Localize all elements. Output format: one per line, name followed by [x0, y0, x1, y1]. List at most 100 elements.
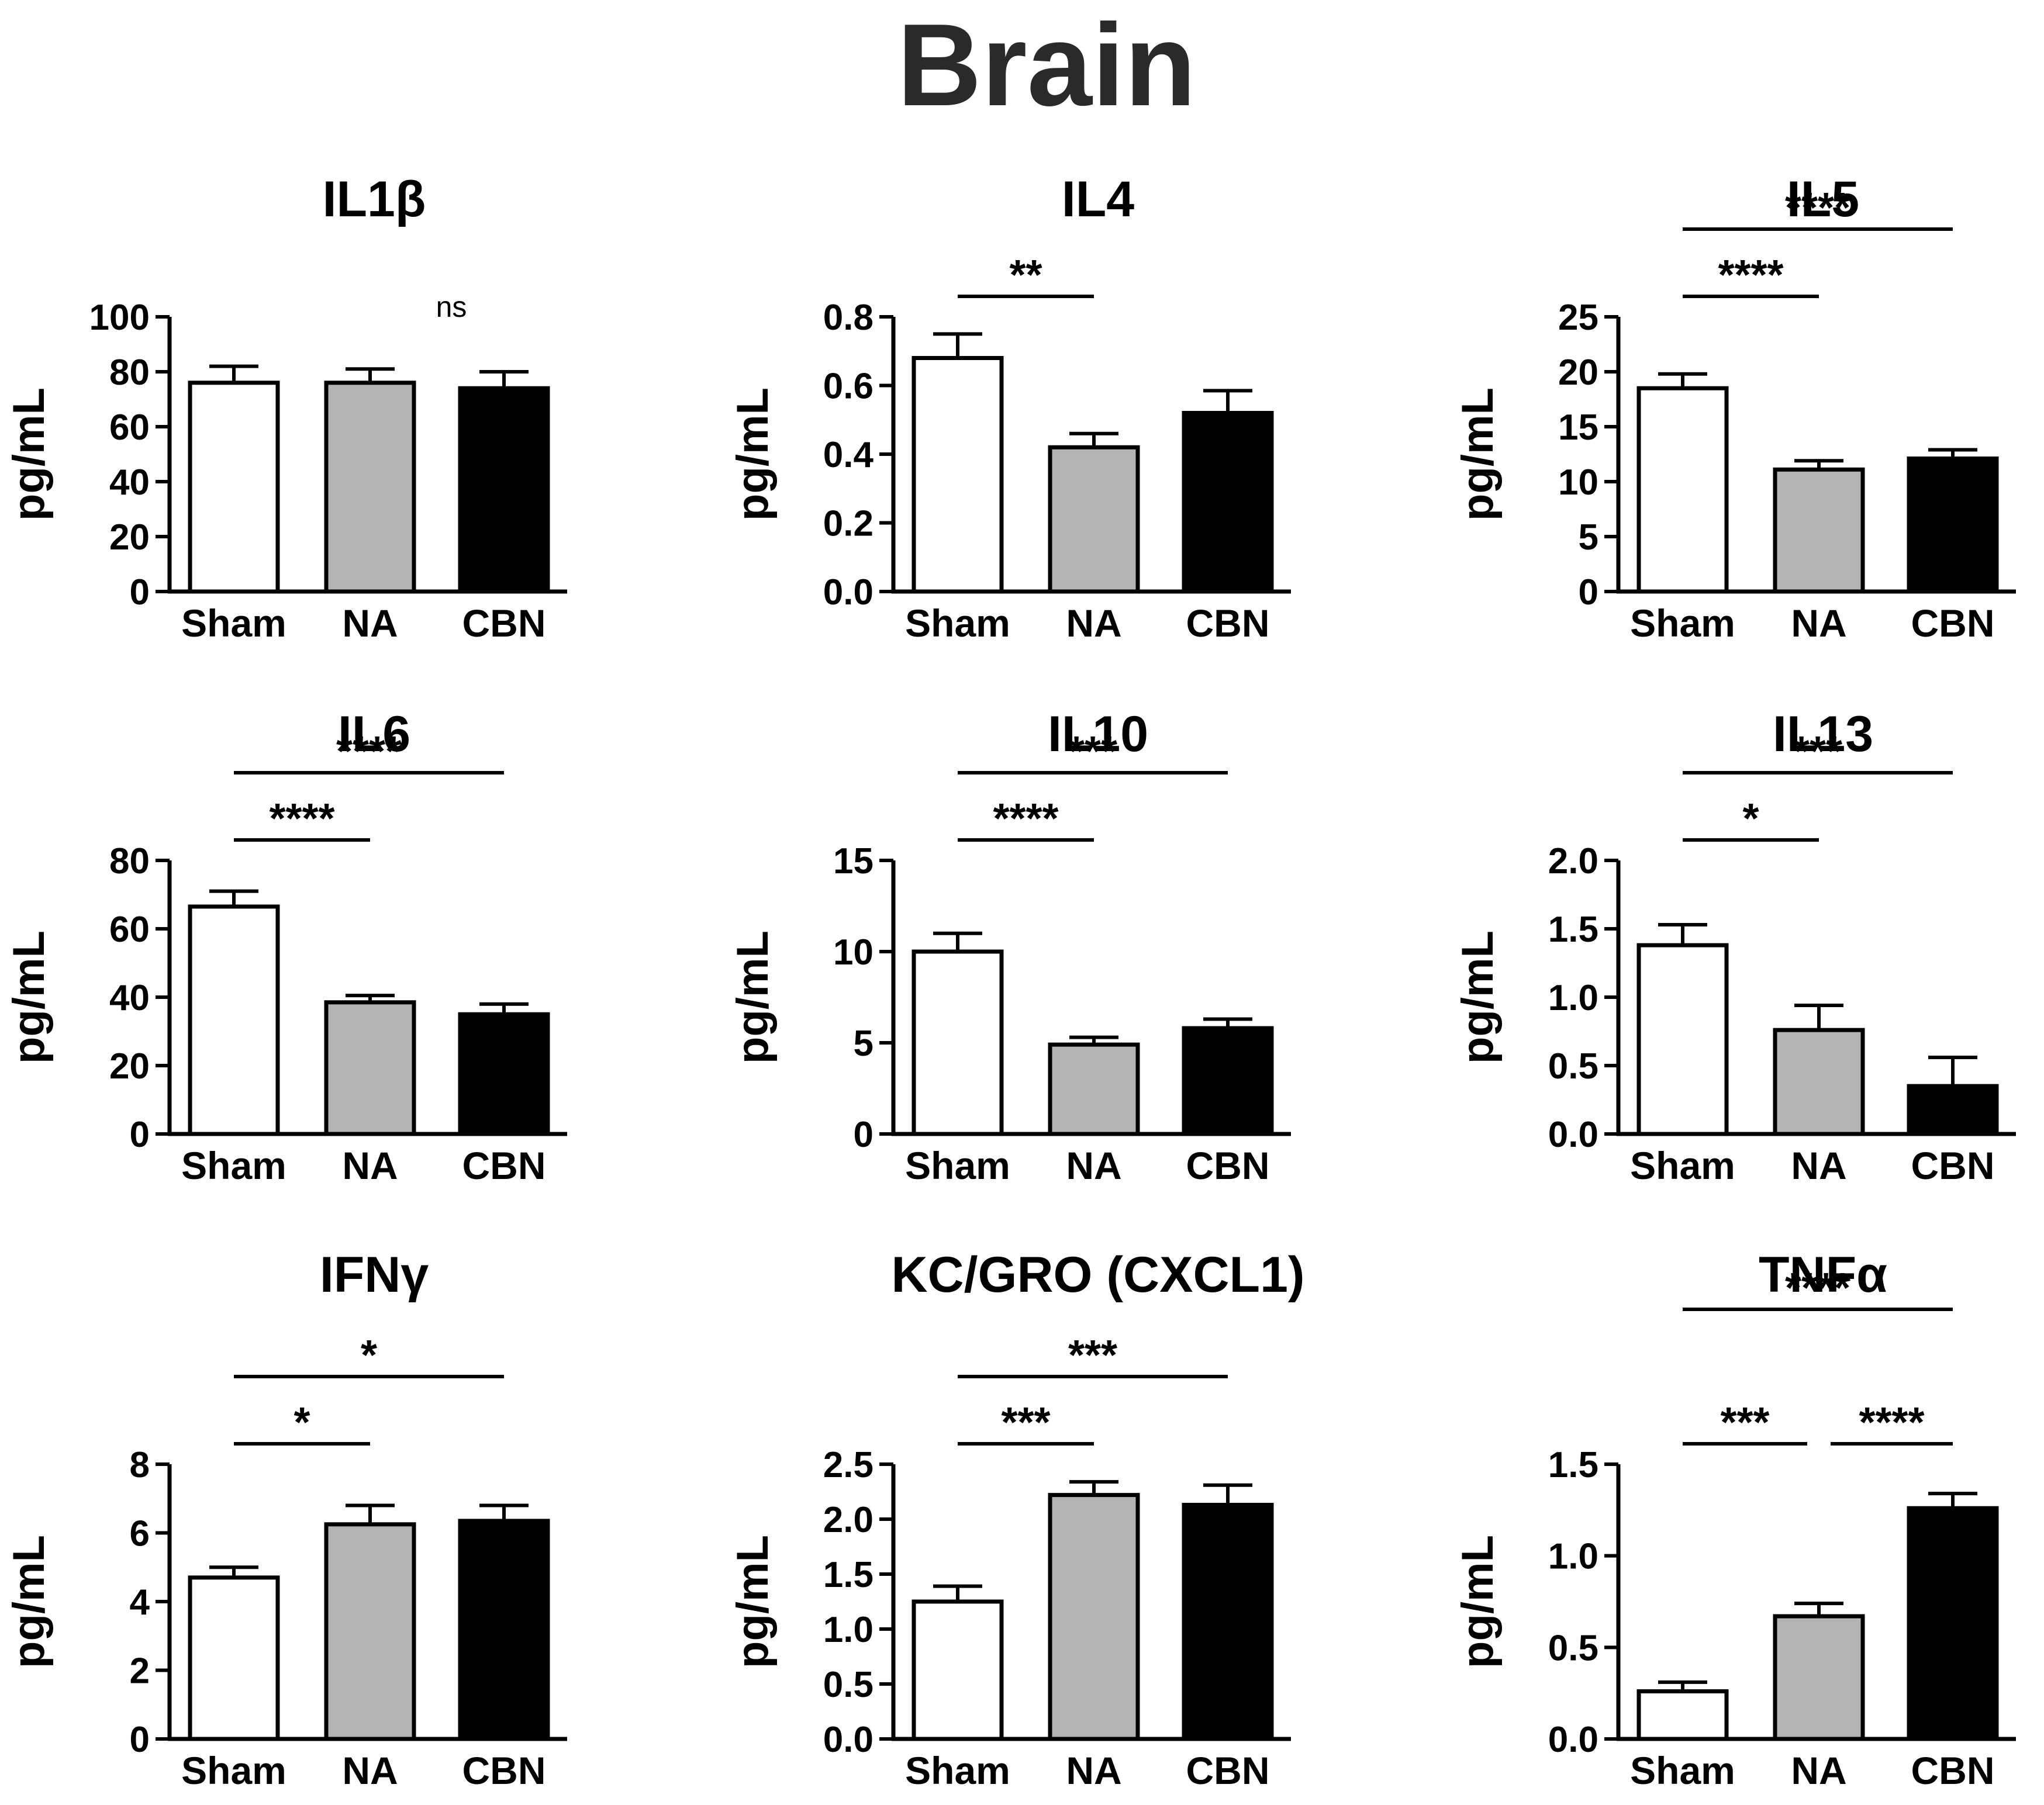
- y-tick-label: 0.5: [1548, 1046, 1598, 1087]
- panel-title: IL4: [1062, 171, 1134, 227]
- bar-sham: [188, 904, 280, 1136]
- figure-title: Brain: [897, 0, 1196, 130]
- y-tick-label: 1.5: [823, 1555, 873, 1595]
- category-label: Sham: [181, 1749, 286, 1792]
- y-tick-label: 20: [109, 517, 150, 558]
- bar-na: [1048, 445, 1140, 594]
- y-tick-label: 20: [109, 1046, 150, 1087]
- y-axis-label: pg/mL: [4, 1535, 54, 1668]
- bar-cbn: [458, 1012, 550, 1136]
- significance-label: ***: [1001, 1399, 1050, 1446]
- bar-na: [324, 381, 416, 594]
- significance-label: *: [1742, 796, 1759, 842]
- bar-cbn: [1182, 1503, 1274, 1741]
- y-tick-label: 0.0: [823, 572, 873, 613]
- category-label: NA: [1066, 1749, 1121, 1792]
- y-axis-label: pg/mL: [728, 388, 778, 521]
- significance-label: ***: [1793, 728, 1842, 775]
- y-tick-label: 0.6: [823, 366, 873, 407]
- y-axis-label: pg/mL: [1453, 1535, 1503, 1668]
- category-label: Sham: [905, 601, 1010, 645]
- bar-na: [324, 1522, 416, 1741]
- y-tick-label: 15: [1558, 407, 1598, 448]
- category-label: CBN: [462, 1749, 546, 1792]
- significance-label: ***: [1068, 728, 1117, 775]
- y-tick-label: 0.0: [1548, 1720, 1598, 1760]
- category-label: Sham: [181, 1144, 286, 1187]
- panel-title: KC/GRO (CXCL1): [891, 1247, 1304, 1303]
- panel-title: IL5: [1787, 171, 1859, 227]
- bar-sham: [911, 356, 1004, 594]
- panel-title: IL1β: [323, 171, 426, 227]
- significance-label: ****: [993, 796, 1058, 842]
- bar-sham: [188, 381, 280, 594]
- y-tick-label: 0.0: [823, 1720, 873, 1760]
- y-axis-label: pg/mL: [728, 1535, 778, 1668]
- category-label: Sham: [905, 1749, 1010, 1792]
- significance-label: ****: [1859, 1399, 1924, 1446]
- significance-label: ****: [1785, 185, 1850, 231]
- y-tick-label: 2.0: [1548, 841, 1598, 881]
- y-axis-label: pg/mL: [1453, 388, 1503, 521]
- category-label: NA: [342, 1749, 398, 1792]
- y-tick-label: 100: [89, 298, 150, 338]
- y-axis-label: pg/mL: [728, 931, 778, 1064]
- y-tick-label: 1.0: [823, 1610, 873, 1650]
- y-tick-label: 1.5: [1548, 1445, 1598, 1485]
- significance-label: *: [294, 1399, 310, 1446]
- y-tick-label: 60: [109, 407, 150, 448]
- bar-cbn: [1182, 411, 1274, 594]
- panel-title: IL10: [1048, 706, 1148, 762]
- chart-panel-7: IFNγ pg/mL 0 2 4 6 8 Sham NA CBN * *: [4, 1247, 567, 1792]
- y-tick-label: 4: [130, 1582, 150, 1623]
- y-tick-label: 20: [1558, 352, 1598, 393]
- category-label: NA: [1066, 1144, 1121, 1187]
- bar-na: [1048, 1042, 1140, 1136]
- bar-cbn: [458, 1519, 550, 1741]
- panel-title: IL13: [1773, 706, 1873, 762]
- y-axis-label: pg/mL: [1453, 931, 1503, 1064]
- category-label: Sham: [1630, 1749, 1735, 1792]
- bar-cbn: [1907, 457, 1999, 594]
- bar-cbn: [1907, 1506, 1999, 1741]
- bar-cbn: [1907, 1084, 1999, 1136]
- y-tick-label: 0.0: [1548, 1115, 1598, 1155]
- y-tick-label: 5: [854, 1023, 873, 1064]
- bar-sham: [911, 949, 1004, 1136]
- bar-na: [324, 1000, 416, 1136]
- y-tick-label: 1.5: [1548, 910, 1598, 950]
- y-tick-label: 0.4: [823, 435, 874, 475]
- significance-label: ns: [436, 291, 467, 323]
- bar-na: [1773, 1614, 1865, 1741]
- chart-panel-4: IL6 pg/mL 0 20 40 60 80 Sham NA CBN ********: [4, 706, 567, 1187]
- panel-title: IFNγ: [320, 1247, 429, 1303]
- panel-title: TNFα: [1759, 1247, 1887, 1303]
- significance-label: **: [1009, 252, 1042, 299]
- y-tick-label: 2.5: [823, 1445, 873, 1485]
- significance-label: ****: [269, 796, 334, 842]
- y-tick-label: 80: [109, 841, 150, 881]
- category-label: CBN: [462, 601, 546, 645]
- bar-sham: [1636, 943, 1729, 1136]
- category-label: Sham: [1630, 1144, 1735, 1187]
- y-tick-label: 1.0: [1548, 1537, 1598, 1577]
- y-tick-label: 0.5: [1548, 1628, 1598, 1668]
- y-tick-label: 0.5: [823, 1665, 873, 1705]
- y-tick-label: 2: [130, 1651, 150, 1692]
- y-axis-label: pg/mL: [4, 931, 54, 1064]
- bar-sham: [188, 1575, 280, 1741]
- y-tick-label: 0: [1579, 572, 1598, 613]
- y-tick-label: 80: [109, 352, 150, 393]
- y-tick-label: 15: [833, 841, 873, 881]
- category-label: NA: [1791, 1144, 1846, 1187]
- category-label: Sham: [1630, 601, 1735, 645]
- bar-cbn: [458, 386, 550, 594]
- significance-label: ****: [1785, 1265, 1850, 1312]
- y-tick-label: 0.2: [823, 504, 873, 544]
- significance-label: ****: [336, 728, 402, 775]
- y-tick-label: 10: [1558, 462, 1598, 503]
- y-tick-label: 0: [130, 1115, 150, 1155]
- bar-cbn: [1182, 1026, 1274, 1136]
